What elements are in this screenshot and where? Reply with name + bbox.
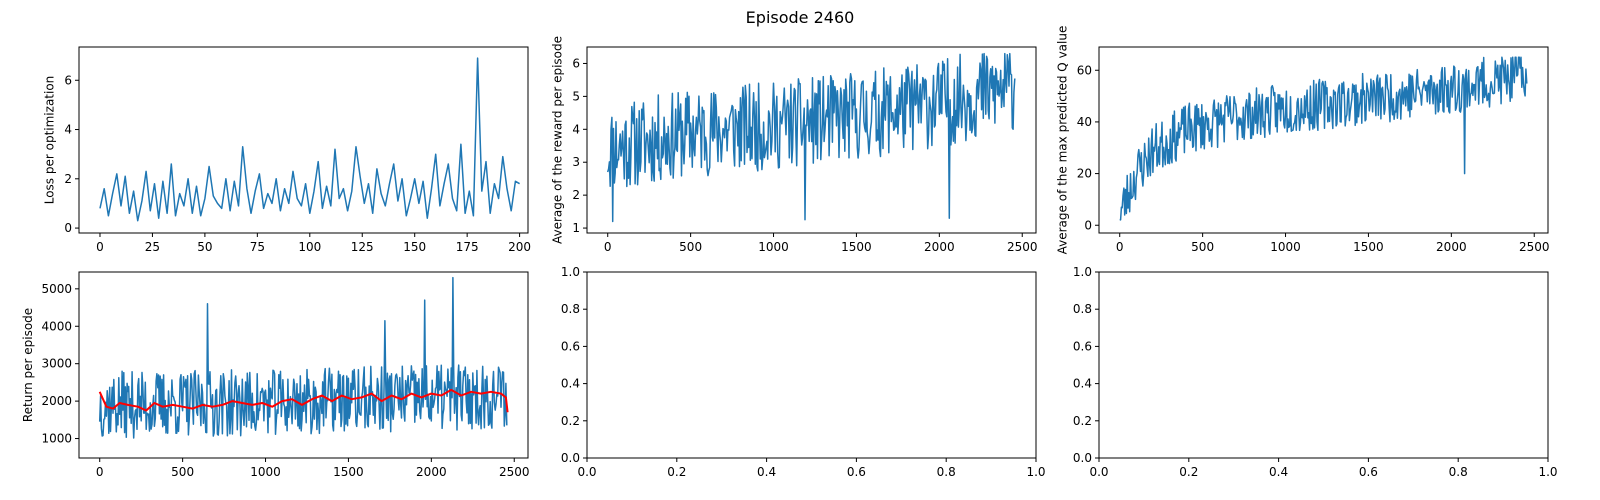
y-tick-label: 60: [1077, 63, 1092, 77]
y-tick-label: 2: [64, 172, 72, 186]
x-tick-label: 500: [679, 240, 702, 254]
y-tick-label: 4: [64, 123, 72, 137]
y-axis-label: Loss per optimization: [43, 76, 57, 205]
y-tick-label: 0.4: [1073, 377, 1092, 391]
y-tick-label: 3: [572, 155, 580, 169]
x-tick-label: 75: [250, 240, 265, 254]
y-tick-label: 0.0: [1073, 451, 1092, 465]
series-line-1: [98, 276, 508, 439]
x-tick-label: 0.4: [1269, 465, 1288, 479]
x-tick-label: 0: [1116, 240, 1124, 254]
series-line-1: [1119, 56, 1528, 221]
axes-frame: [1098, 271, 1549, 459]
y-tick-label: 4: [572, 122, 580, 136]
y-tick-label: 5: [572, 89, 580, 103]
x-tick-label: 200: [508, 240, 531, 254]
y-tick-label: 0.8: [561, 302, 580, 316]
x-tick-label: 0: [96, 465, 104, 479]
x-tick-label: 1.0: [1538, 465, 1557, 479]
chart-loss: 0 25 50 75 100 125 150 175 200 0 2 4 6 Loss per optim…: [43, 46, 531, 254]
series-line-1: [606, 52, 1016, 223]
x-tick-label: 2500: [1519, 240, 1550, 254]
y-tick-label: 6: [572, 56, 580, 70]
y-tick-label: 0.0: [561, 451, 580, 465]
y-tick-label: 3000: [41, 357, 72, 371]
x-tick-label: 0.8: [937, 465, 956, 479]
chart-return: 0 500 1000 1500 2000 2500 1000 2000 3000 4000 5000…: [21, 271, 530, 479]
chart-empty_2: 0.0 0.2 0.4 0.6 0.8 1.0 0.0 0.2 0.4 0.6 0.8 1.0: [1073, 265, 1558, 479]
axes-frame: [78, 46, 529, 234]
y-axis-label: Return per episode: [21, 308, 35, 422]
chart-empty_1: 0.0 0.2 0.4 0.6 0.8 1.0 0.0 0.2 0.4 0.6 0.8 1.0: [561, 265, 1046, 479]
y-tick-label: 0.6: [1073, 339, 1092, 353]
y-tick-label: 4000: [41, 319, 72, 333]
x-tick-label: 125: [351, 240, 374, 254]
x-tick-label: 1000: [250, 465, 281, 479]
y-axis-label: Average of the reward per episode: [551, 36, 565, 244]
x-tick-label: 0.8: [1449, 465, 1468, 479]
x-tick-label: 0.6: [847, 465, 866, 479]
x-tick-label: 50: [197, 240, 212, 254]
axes-frame: [1098, 46, 1549, 234]
y-tick-label: 1.0: [561, 265, 580, 279]
x-tick-label: 0: [96, 240, 104, 254]
series-line-2: [98, 388, 509, 413]
x-tick-label: 1500: [333, 465, 364, 479]
y-tick-label: 0.2: [1073, 414, 1092, 428]
y-tick-label: 1: [572, 221, 580, 235]
y-tick-label: 2000: [41, 394, 72, 408]
chart-max_q: 0 500 1000 1500 2000 2500 0 20 40 60 Average of th…: [1055, 26, 1549, 255]
x-tick-label: 25: [145, 240, 160, 254]
figure-title: Episode 2460: [745, 8, 855, 27]
y-tick-label: 6: [64, 73, 72, 87]
x-tick-label: 2000: [416, 465, 447, 479]
x-tick-label: 1.0: [1026, 465, 1045, 479]
x-tick-label: 1000: [1270, 240, 1301, 254]
y-tick-label: 0: [1084, 218, 1092, 232]
y-tick-label: 0.2: [561, 414, 580, 428]
x-tick-label: 1500: [1353, 240, 1384, 254]
x-tick-label: 175: [456, 240, 479, 254]
x-tick-label: 100: [298, 240, 321, 254]
y-tick-label: 0.4: [561, 377, 580, 391]
y-axis-label: Average of the max predicted Q value: [1055, 26, 1069, 255]
x-tick-label: 0.4: [757, 465, 776, 479]
x-tick-label: 0.2: [667, 465, 686, 479]
x-tick-label: 0.6: [1359, 465, 1378, 479]
x-tick-label: 2500: [499, 465, 530, 479]
y-tick-label: 1000: [41, 432, 72, 446]
y-tick-label: 1.0: [1073, 265, 1092, 279]
x-tick-label: 2000: [1436, 240, 1467, 254]
y-tick-label: 0.6: [561, 339, 580, 353]
x-tick-label: 500: [171, 465, 194, 479]
x-tick-label: 2000: [924, 240, 955, 254]
x-tick-label: 2500: [1007, 240, 1038, 254]
y-tick-label: 0: [64, 221, 72, 235]
x-tick-label: 150: [403, 240, 426, 254]
y-tick-label: 40: [1077, 115, 1092, 129]
x-tick-label: 0.0: [1089, 465, 1108, 479]
x-tick-label: 1000: [758, 240, 789, 254]
axes-frame: [78, 271, 529, 459]
y-tick-label: 5000: [41, 282, 72, 296]
x-tick-label: 1500: [841, 240, 872, 254]
x-tick-label: 0.0: [577, 465, 596, 479]
axes-frame: [586, 46, 1037, 234]
y-tick-label: 2: [572, 188, 580, 202]
chart-avg_reward: 0 500 1000 1500 2000 2500 1 2 3 4 5 6 Average of the…: [551, 36, 1038, 254]
x-tick-label: 0.2: [1179, 465, 1198, 479]
axes-frame: [586, 271, 1037, 459]
x-tick-label: 0: [604, 240, 612, 254]
x-tick-label: 500: [1191, 240, 1214, 254]
y-tick-label: 20: [1077, 167, 1092, 181]
y-tick-label: 0.8: [1073, 302, 1092, 316]
series-line-1: [99, 57, 520, 222]
